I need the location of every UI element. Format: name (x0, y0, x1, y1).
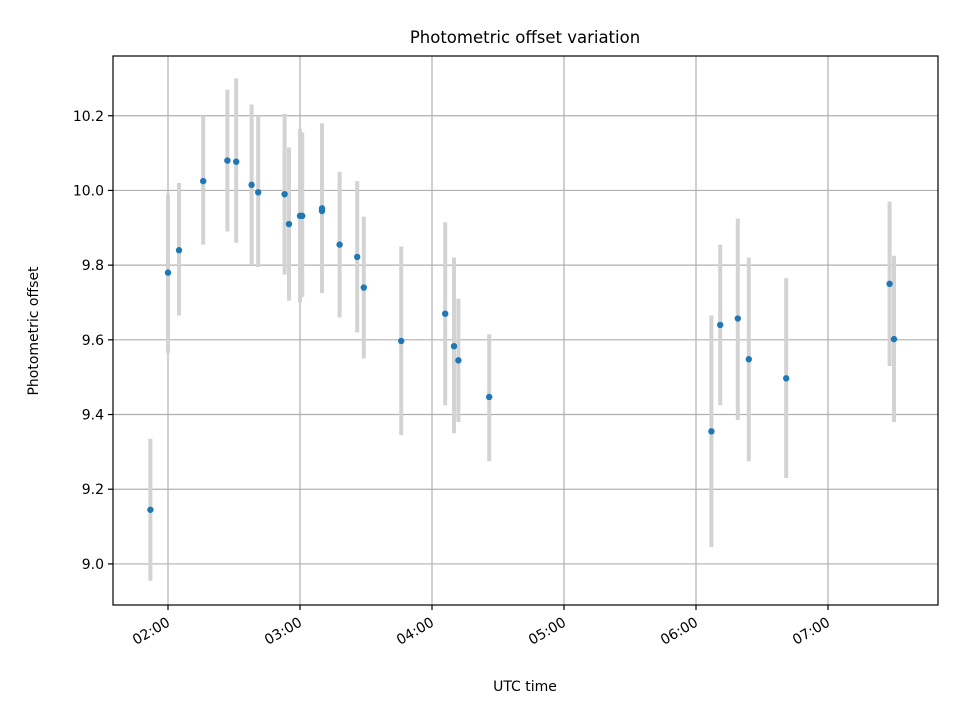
data-point (299, 212, 306, 220)
data-point (164, 269, 172, 276)
data-point (233, 158, 240, 165)
data-point (336, 241, 343, 248)
data-point (281, 190, 288, 198)
data-point (890, 335, 898, 343)
data-point (147, 506, 154, 513)
y-tick-label: 10.0 (73, 183, 104, 199)
data-point (360, 284, 367, 291)
data-point (450, 342, 458, 350)
data-points (147, 157, 898, 513)
y-tick-label: 9.2 (82, 482, 104, 498)
data-point (442, 310, 449, 317)
data-point (734, 315, 741, 322)
data-point (717, 321, 724, 329)
data-point (745, 356, 752, 363)
data-point (285, 220, 293, 228)
data-point (783, 375, 790, 382)
data-point (255, 189, 262, 196)
plot-frame (112, 55, 939, 606)
data-point (398, 337, 405, 345)
data-point (354, 253, 361, 261)
data-point (248, 181, 255, 189)
x-axis-label: UTC time (493, 679, 557, 695)
y-tick-label: 9.4 (82, 408, 104, 424)
data-point (224, 157, 231, 164)
y-axis-label: Photometric offset (26, 266, 42, 396)
axis-ticks: 02:00 03:00 04:00 05:00 06:00 07:009.09.29.49… (73, 109, 833, 649)
data-point (455, 357, 462, 364)
data-point (175, 247, 183, 254)
chart-title: Photometric offset variation (410, 28, 640, 47)
y-tick-label: 9.6 (82, 333, 104, 349)
data-point (486, 393, 493, 401)
data-point (318, 205, 326, 212)
data-point (886, 280, 893, 288)
y-tick-label: 9.0 (82, 557, 104, 573)
data-point (200, 177, 207, 185)
y-tick-label: 9.8 (82, 258, 104, 274)
y-tick-label: 10.2 (73, 109, 104, 125)
data-point (708, 428, 715, 435)
